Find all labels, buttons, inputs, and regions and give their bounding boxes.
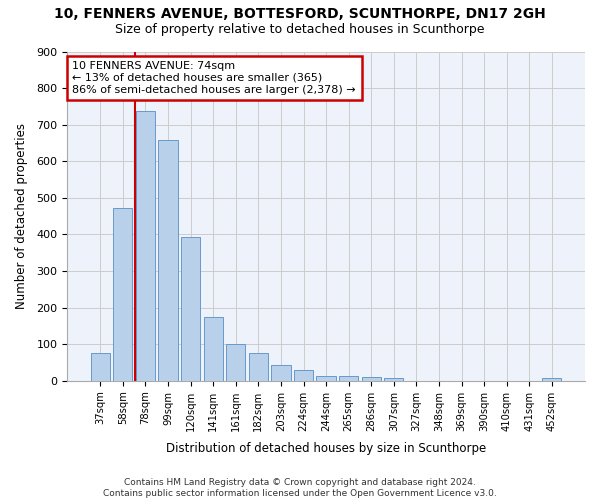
Text: Size of property relative to detached houses in Scunthorpe: Size of property relative to detached ho… xyxy=(115,22,485,36)
Bar xyxy=(91,354,110,381)
Bar xyxy=(339,376,358,381)
Bar xyxy=(113,208,133,381)
Bar xyxy=(294,370,313,381)
Bar xyxy=(158,140,178,381)
Bar xyxy=(226,344,245,381)
Bar xyxy=(316,376,335,381)
Text: Contains HM Land Registry data © Crown copyright and database right 2024.
Contai: Contains HM Land Registry data © Crown c… xyxy=(103,478,497,498)
Bar xyxy=(384,378,403,381)
Text: 10, FENNERS AVENUE, BOTTESFORD, SCUNTHORPE, DN17 2GH: 10, FENNERS AVENUE, BOTTESFORD, SCUNTHOR… xyxy=(54,8,546,22)
Bar xyxy=(249,352,268,381)
Bar xyxy=(542,378,562,381)
Bar xyxy=(181,237,200,381)
X-axis label: Distribution of detached houses by size in Scunthorpe: Distribution of detached houses by size … xyxy=(166,442,486,455)
Bar xyxy=(136,111,155,381)
Bar xyxy=(271,366,290,381)
Text: 10 FENNERS AVENUE: 74sqm
← 13% of detached houses are smaller (365)
86% of semi-: 10 FENNERS AVENUE: 74sqm ← 13% of detach… xyxy=(73,62,356,94)
Bar xyxy=(362,377,381,381)
Y-axis label: Number of detached properties: Number of detached properties xyxy=(15,123,28,309)
Bar xyxy=(203,317,223,381)
